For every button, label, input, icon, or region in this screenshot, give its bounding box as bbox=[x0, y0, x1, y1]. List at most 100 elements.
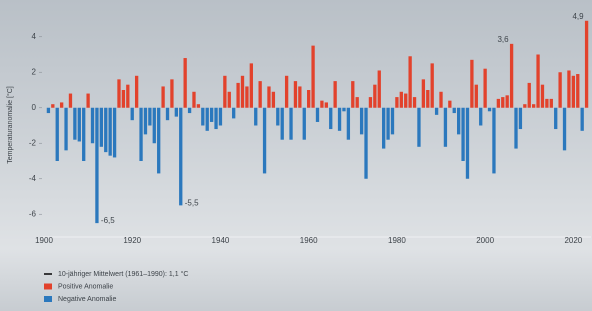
bar bbox=[347, 108, 350, 140]
bar bbox=[307, 90, 310, 108]
y-axis-label: Temperaturanomalie [°C] bbox=[6, 86, 14, 164]
y-tick-label: 0 bbox=[32, 103, 37, 112]
bar bbox=[91, 108, 94, 144]
bar bbox=[554, 108, 557, 129]
bar bbox=[219, 108, 222, 126]
bar bbox=[408, 56, 411, 107]
value-label: 3,6 bbox=[497, 35, 509, 44]
bar bbox=[285, 76, 288, 108]
bar bbox=[470, 60, 473, 108]
bar bbox=[210, 108, 213, 122]
legend-label: 10-jähriger Mittelwert (1961–1990): 1,1 … bbox=[58, 270, 188, 278]
bar bbox=[69, 94, 72, 108]
bar bbox=[536, 55, 539, 108]
bar bbox=[439, 92, 442, 108]
bar bbox=[47, 108, 50, 113]
bar bbox=[56, 108, 59, 161]
bar bbox=[369, 97, 372, 108]
bar bbox=[60, 102, 63, 107]
bar bbox=[179, 108, 182, 206]
bar bbox=[311, 46, 314, 108]
bar bbox=[184, 58, 187, 108]
bar bbox=[104, 108, 107, 152]
x-tick-label: 1900 bbox=[35, 236, 53, 245]
y-tick-label: -4 bbox=[29, 174, 37, 183]
bar bbox=[581, 108, 584, 131]
bar bbox=[510, 44, 513, 108]
bar bbox=[170, 79, 173, 107]
bar bbox=[258, 81, 261, 108]
bar bbox=[303, 108, 306, 140]
y-tick-label: 4 bbox=[32, 32, 37, 41]
bar bbox=[431, 63, 434, 107]
bar bbox=[453, 108, 456, 113]
x-tick-label: 2020 bbox=[564, 236, 582, 245]
bar bbox=[435, 108, 438, 115]
bar bbox=[228, 92, 231, 108]
bar bbox=[395, 97, 398, 108]
legend-label: Negative Anomalie bbox=[58, 296, 116, 303]
bar bbox=[236, 83, 239, 108]
bar bbox=[86, 94, 89, 108]
bar bbox=[563, 108, 566, 151]
bar bbox=[82, 108, 85, 161]
bar bbox=[426, 90, 429, 108]
bar bbox=[329, 108, 332, 129]
bar bbox=[267, 86, 270, 107]
bar bbox=[254, 108, 257, 126]
bar bbox=[241, 76, 244, 108]
bar bbox=[373, 85, 376, 108]
bar bbox=[206, 108, 209, 131]
bar bbox=[501, 97, 504, 108]
bar bbox=[135, 76, 138, 108]
bar bbox=[483, 69, 486, 108]
bar bbox=[492, 108, 495, 174]
bar bbox=[351, 81, 354, 108]
legend-swatch bbox=[44, 284, 52, 290]
bar bbox=[422, 79, 425, 107]
bar bbox=[232, 108, 235, 119]
bar bbox=[298, 86, 301, 107]
bar bbox=[532, 104, 535, 108]
bar bbox=[144, 108, 147, 135]
bar bbox=[378, 70, 381, 107]
bar bbox=[364, 108, 367, 179]
legend-swatch bbox=[44, 296, 52, 302]
bar bbox=[263, 108, 266, 174]
bar bbox=[342, 108, 345, 112]
x-tick-label: 1920 bbox=[123, 236, 141, 245]
legend-label: Positive Anomalie bbox=[58, 283, 113, 290]
bar bbox=[466, 108, 469, 179]
bar bbox=[109, 108, 112, 156]
bar bbox=[157, 108, 160, 174]
bar bbox=[272, 92, 275, 108]
bar bbox=[360, 108, 363, 135]
x-tick-label: 1960 bbox=[300, 236, 318, 245]
bar bbox=[175, 108, 178, 117]
bar bbox=[448, 101, 451, 108]
bar bbox=[514, 108, 517, 149]
bar bbox=[444, 108, 447, 147]
bar bbox=[519, 108, 522, 129]
bar bbox=[64, 108, 67, 151]
bar bbox=[245, 86, 248, 107]
y-tick-label: -6 bbox=[29, 209, 37, 218]
bar bbox=[73, 108, 76, 140]
bar bbox=[550, 99, 553, 108]
bar bbox=[404, 94, 407, 108]
bar bbox=[417, 108, 420, 147]
bar bbox=[166, 108, 169, 120]
y-tick-label: 2 bbox=[32, 67, 37, 76]
bar bbox=[113, 108, 116, 158]
bar bbox=[161, 86, 164, 107]
value-label: -5,5 bbox=[185, 198, 199, 207]
bar bbox=[201, 108, 204, 126]
x-tick-label: 1940 bbox=[212, 236, 230, 245]
legend-swatch bbox=[44, 273, 52, 275]
bar bbox=[95, 108, 98, 223]
x-tick-label: 2000 bbox=[476, 236, 494, 245]
bar bbox=[558, 72, 561, 108]
bar bbox=[223, 76, 226, 108]
bar bbox=[545, 99, 548, 108]
bar bbox=[356, 97, 359, 108]
